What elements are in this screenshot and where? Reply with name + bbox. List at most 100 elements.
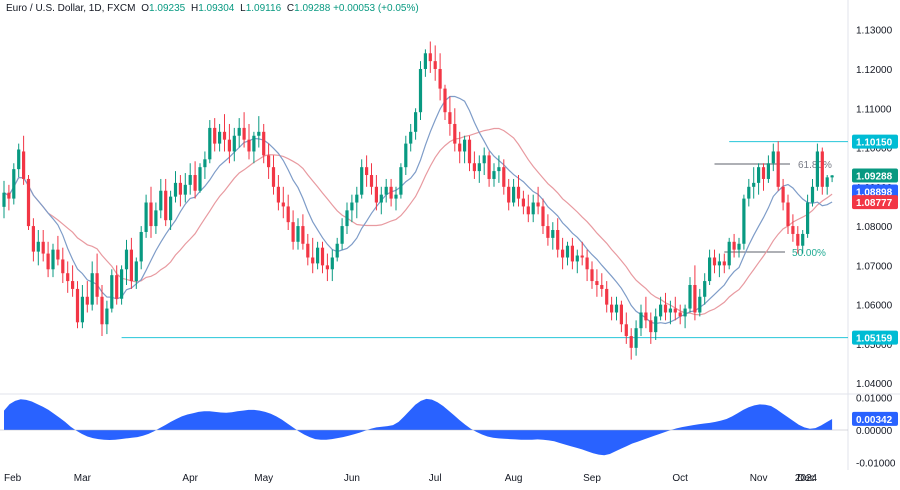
ma-slow-badge-bg <box>852 195 898 210</box>
candle-body <box>409 131 413 144</box>
candle-body <box>575 255 579 262</box>
candle-body <box>806 202 810 234</box>
resistance-badge: 1.10150 <box>856 138 893 149</box>
candle-body <box>404 143 408 168</box>
price-tick-label: 1.07000 <box>856 261 893 272</box>
candle-body <box>330 257 334 270</box>
candle-body <box>218 131 222 144</box>
time-tick-label: Jun <box>344 473 360 484</box>
candle-body <box>12 169 16 199</box>
candle-body <box>379 194 383 203</box>
fib-label-618: 61.80% <box>798 160 832 171</box>
candle-body <box>384 186 388 195</box>
candle-body <box>585 257 589 270</box>
candle-body <box>203 159 207 168</box>
candle-body <box>472 163 476 172</box>
candle-body <box>414 112 418 132</box>
open-label: O <box>141 3 150 14</box>
candle-body <box>335 243 339 258</box>
candle-body <box>183 184 187 195</box>
candle-body <box>374 186 378 203</box>
candle-body <box>365 167 369 176</box>
candle-body <box>830 175 834 178</box>
candle-body <box>56 249 60 260</box>
candle-body <box>614 304 619 313</box>
candle-body <box>46 253 50 270</box>
candle-body <box>7 192 11 199</box>
candle-body <box>448 112 452 124</box>
candle-body <box>316 247 320 264</box>
oscillator-badge: 0.00342 <box>856 415 893 426</box>
candle-body <box>164 190 168 221</box>
candle-body <box>139 231 143 262</box>
candle-body <box>105 308 109 325</box>
price-tick-label: 1.10000 <box>856 144 893 155</box>
candle-body <box>17 149 21 170</box>
candle-body <box>26 178 31 227</box>
candle-body <box>668 308 672 313</box>
candle-body <box>458 143 462 152</box>
candle-body <box>124 249 129 270</box>
candle-body <box>698 296 702 313</box>
low-value: 1.09116 <box>245 3 282 14</box>
oscillator-badge-bg <box>852 411 898 426</box>
candle-body <box>786 202 790 227</box>
candle-body <box>565 245 570 258</box>
ma-fast-line <box>3 95 833 325</box>
candle-body <box>222 131 227 140</box>
candle-body <box>487 155 491 179</box>
candle-body <box>61 259 65 274</box>
candle-body <box>766 163 770 179</box>
candle-body <box>629 336 633 348</box>
candle-body <box>546 226 550 238</box>
candle-body <box>198 167 202 191</box>
candle-body <box>820 151 824 187</box>
candle-body <box>340 226 344 244</box>
candle-body <box>252 135 256 152</box>
candle-body <box>173 182 178 197</box>
candle-body <box>605 288 609 305</box>
time-tick-label: Feb <box>4 473 22 484</box>
chart-header: Euro / U.S. Dollar, 1D, FXCM O1.09235 H1… <box>6 3 419 14</box>
candle-body <box>561 249 565 258</box>
candle-body <box>516 186 521 199</box>
candle-body <box>144 202 148 232</box>
candle-body <box>463 139 467 152</box>
candle-body <box>477 163 481 172</box>
candle-body <box>512 186 516 203</box>
candle-body <box>22 151 26 179</box>
time-tick-label: Jul <box>429 473 442 484</box>
candle-body <box>110 275 114 309</box>
candle-body <box>761 167 766 179</box>
candle-body <box>129 249 133 282</box>
candle-body <box>227 139 231 152</box>
candle-body <box>541 206 545 227</box>
candle-body <box>737 243 741 250</box>
candle-body <box>659 304 663 317</box>
candle-body <box>649 320 653 333</box>
time-tick-label: Aug <box>505 473 523 484</box>
candle-body <box>2 192 6 207</box>
candle-body <box>159 190 163 211</box>
candle-body <box>71 281 75 289</box>
candle-body <box>345 210 349 227</box>
candle-body <box>41 241 45 254</box>
candle-body <box>178 182 182 195</box>
candle-body <box>502 167 506 187</box>
candle-body <box>610 304 614 313</box>
candle-body <box>521 198 525 207</box>
price-tick-label: 1.06000 <box>856 301 893 312</box>
candle-body <box>781 186 785 203</box>
candle-body <box>624 324 628 337</box>
candle-body <box>247 139 251 152</box>
candle-body <box>257 131 261 136</box>
candle-body <box>796 233 800 246</box>
candle-body <box>825 177 829 187</box>
candle-body <box>355 194 359 203</box>
candle-body <box>688 284 692 309</box>
candle-body <box>551 230 555 238</box>
candle-body <box>149 202 153 227</box>
high-label: H <box>190 3 199 14</box>
candle-body <box>66 273 70 282</box>
candle-body <box>556 230 560 250</box>
